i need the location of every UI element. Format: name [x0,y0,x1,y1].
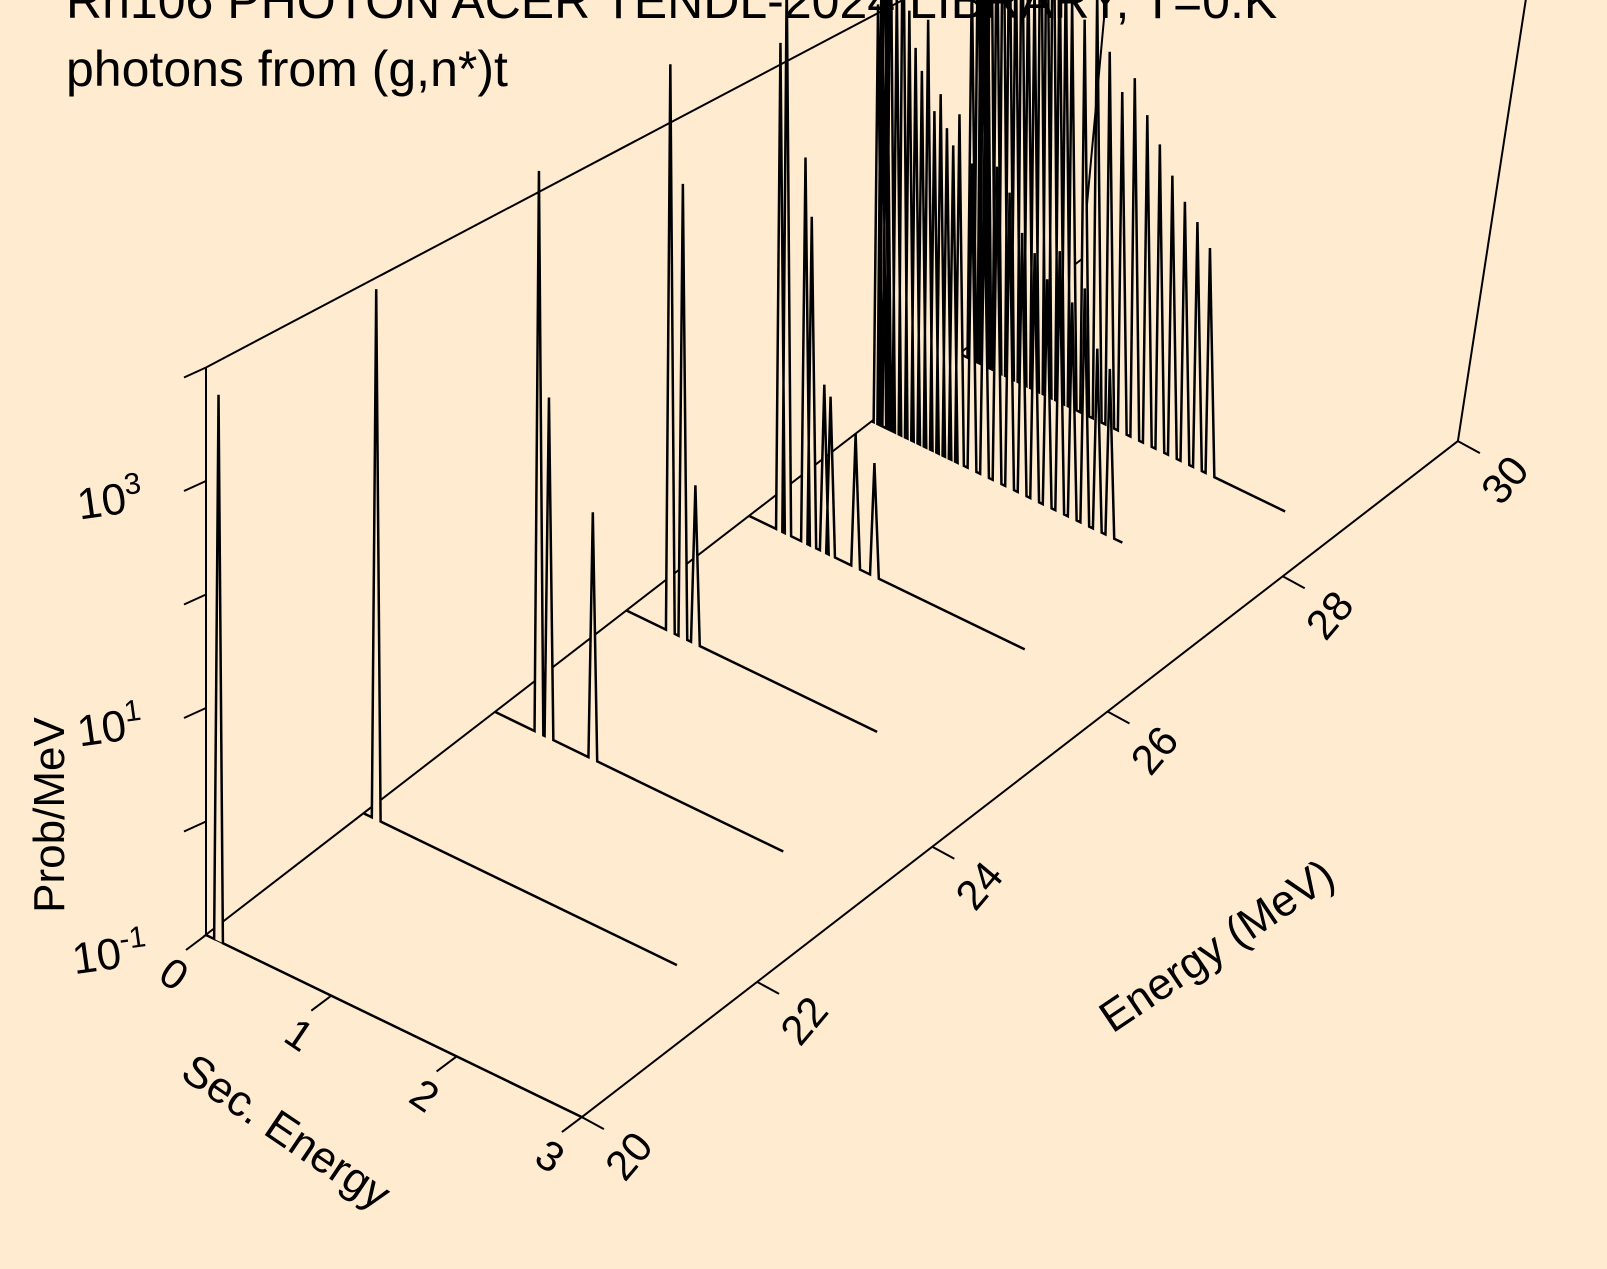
y-tick [1282,575,1306,590]
z-tick-major [183,366,207,379]
z-tick-label-exp: 1 [122,694,143,729]
z-tick-major [183,593,207,606]
top-edge [205,0,905,369]
y-tick-label: 26 [1121,717,1187,783]
y-axis-label: Energy (MeV) [1091,850,1343,1042]
z-tick-minor [183,707,207,719]
spectrum-line [205,394,583,1119]
z-tick-label: 10-1 [68,920,150,984]
x-tick-label: 0 [151,948,197,1000]
x-tick [561,1116,583,1133]
chart-title-line2: photons from (g,n*)t [66,41,508,97]
spectrum-line [748,0,1026,651]
spectrum-27.6 [871,0,1123,544]
spectrum-fill [206,394,582,1118]
x-tick-label: 1 [277,1009,323,1061]
z-tick-label: 101 [73,694,146,757]
spectrum-fill [363,289,677,966]
series-layer [205,0,1286,1119]
spectrum-20 [205,394,583,1119]
x-tick-label: 3 [527,1130,573,1182]
spectrum-fill [959,0,1286,512]
vertical-edge-right [1456,0,1527,442]
z-tick-label-exp: -1 [117,920,148,956]
z-tick-minor [183,480,207,492]
spectrum-21.8 [363,289,678,967]
axis-box [202,0,1527,1118]
y-tick [1457,440,1481,454]
spectrum-24.8 [625,64,878,734]
y-tick-label: 30 [1472,447,1538,513]
spectrum-fill [626,64,878,732]
z-tick-label-base: 10 [74,701,129,756]
z-tick-major [183,820,207,833]
x-tick [185,934,207,951]
spectrum-line [363,289,678,967]
x-tick [436,1055,458,1073]
y-tick [581,1116,605,1130]
y-tick [756,981,780,995]
spectrum-line [871,0,1123,544]
y-tick-label: 22 [771,988,837,1054]
floor-edge-right [581,440,1459,1118]
y-tick [1107,710,1130,725]
x-tick-label: 2 [402,1069,448,1121]
y-tick [931,845,955,860]
y-tick-label: 28 [1297,582,1363,648]
z-tick-label: 103 [73,467,146,530]
z-tick-label-base: 10 [69,929,124,984]
spectrum-line [494,170,784,853]
z-tick-label-base: 10 [74,474,129,529]
x-tick [310,994,332,1012]
y-tick-label: 20 [596,1123,662,1189]
spectrum-line [625,64,878,734]
spectrum-26.2 [748,0,1026,651]
chart-title-line1: Rh106 PHOTON ACER TENDL-2024 LIBRARY, T=… [66,0,1277,29]
spectrum-23.3 [494,170,784,853]
y-tick-label: 24 [946,852,1012,918]
z-tick-label-exp: 3 [122,467,143,502]
x-axis-label: Sec. Energy [173,1045,399,1220]
z-axis-label: Prob/MeV [25,717,74,913]
